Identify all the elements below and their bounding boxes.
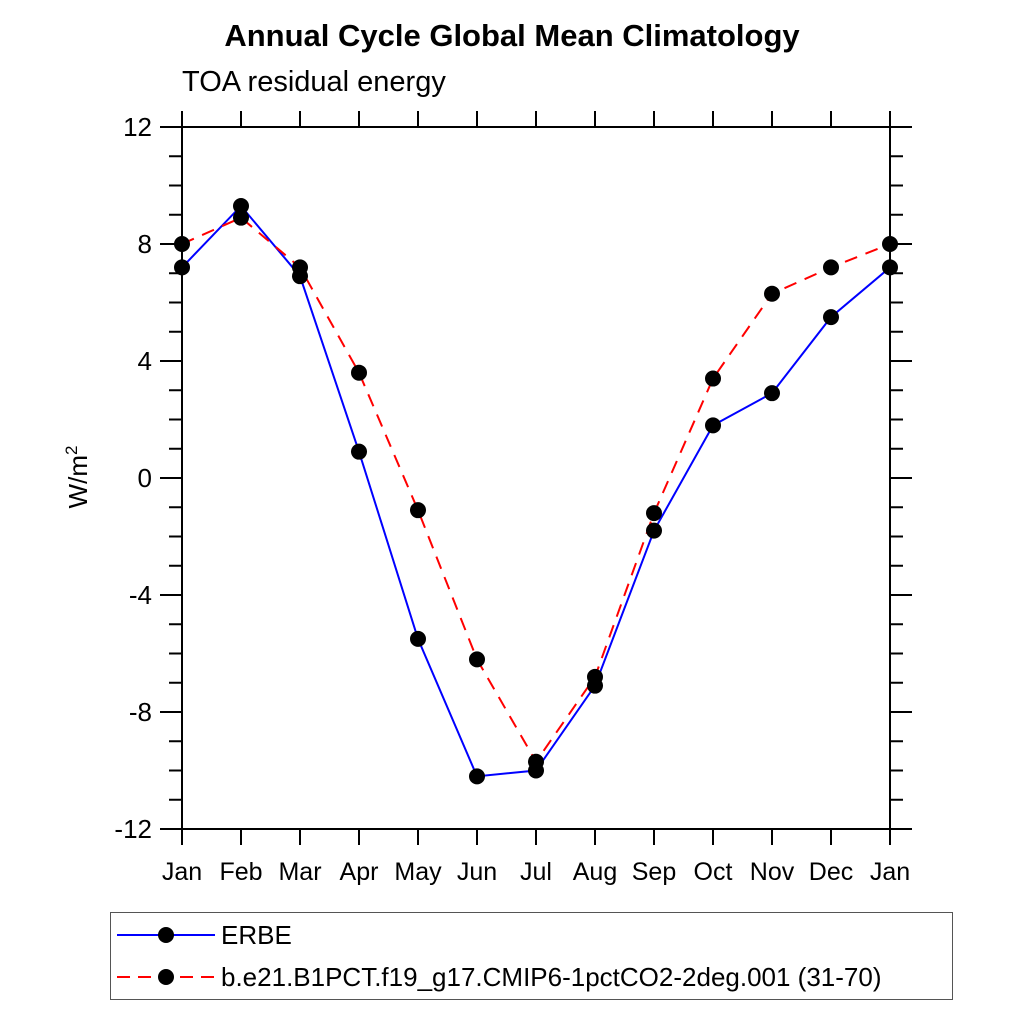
series-1-marker <box>764 285 780 302</box>
x-tick-label: Nov <box>750 858 795 886</box>
legend-swatch-erbe-line <box>117 927 215 944</box>
series-0-marker <box>705 417 721 434</box>
series-0-marker <box>351 443 367 460</box>
series-1-marker <box>646 505 662 522</box>
y-tick-label: -12 <box>114 814 152 844</box>
series-line-0 <box>181 204 891 778</box>
legend-swatch-model-line <box>117 968 215 985</box>
chart-subtitle: TOA residual energy <box>182 66 446 98</box>
legend-label-erbe: ERBE <box>221 920 292 951</box>
legend-box: ERBE b.e21.B1PCT.f19_g17.CMIP6-1pctCO2-2… <box>110 912 953 1000</box>
x-tick-label: Mar <box>278 858 321 886</box>
series-1-marker <box>882 236 898 252</box>
y-tick-label: 8 <box>138 229 152 259</box>
series-line-1 <box>181 216 891 764</box>
y-tick-label: -8 <box>129 697 152 727</box>
plot-border <box>181 126 891 830</box>
x-tick-label: Sep <box>632 858 676 886</box>
x-tick-label: May <box>394 858 442 886</box>
legend-marker-dot <box>158 927 174 944</box>
y-tick-label: 0 <box>138 463 152 493</box>
series-0-marker <box>233 197 249 214</box>
series-1-marker <box>233 209 249 226</box>
series-0-marker <box>410 630 426 647</box>
series-0-marker <box>823 309 839 326</box>
y-tick-label: 12 <box>123 112 152 142</box>
series-1-marker <box>410 502 426 519</box>
y-tick-label: -4 <box>129 580 152 610</box>
x-tick-label: Jan <box>162 858 202 886</box>
x-tick-label: Apr <box>340 858 379 886</box>
legend-label-model: b.e21.B1PCT.f19_g17.CMIP6-1pctCO2-2deg.0… <box>221 961 882 992</box>
series-1-marker <box>292 259 308 276</box>
series-0-marker <box>764 385 780 402</box>
series-0-marker <box>646 522 662 539</box>
series-0-marker <box>469 768 485 785</box>
x-tick-label: Feb <box>219 858 262 886</box>
chart-title: Annual Cycle Global Mean Climatology <box>224 18 800 53</box>
x-tick-label: Jul <box>520 858 552 886</box>
series-0-marker <box>882 259 898 276</box>
series-1-marker <box>351 364 367 381</box>
series-1-marker <box>469 651 485 668</box>
x-tick-label: Jan <box>870 858 910 886</box>
x-tick-label: Oct <box>694 858 733 886</box>
y-tick-label: 4 <box>138 346 152 376</box>
x-tick-label: Jun <box>457 858 497 886</box>
series-1-marker <box>587 668 603 685</box>
x-tick-label: Dec <box>809 858 853 886</box>
series-1-marker <box>174 236 190 252</box>
x-tick-label: Aug <box>573 858 617 886</box>
legend-row-erbe: ERBE <box>111 916 952 954</box>
legend-row-model: b.e21.B1PCT.f19_g17.CMIP6-1pctCO2-2deg.0… <box>111 958 952 996</box>
series-0-marker <box>174 259 190 276</box>
legend-marker-dot <box>158 968 174 985</box>
series-1-marker <box>528 753 544 770</box>
series-1-marker <box>823 259 839 276</box>
series-1-marker <box>705 370 721 387</box>
